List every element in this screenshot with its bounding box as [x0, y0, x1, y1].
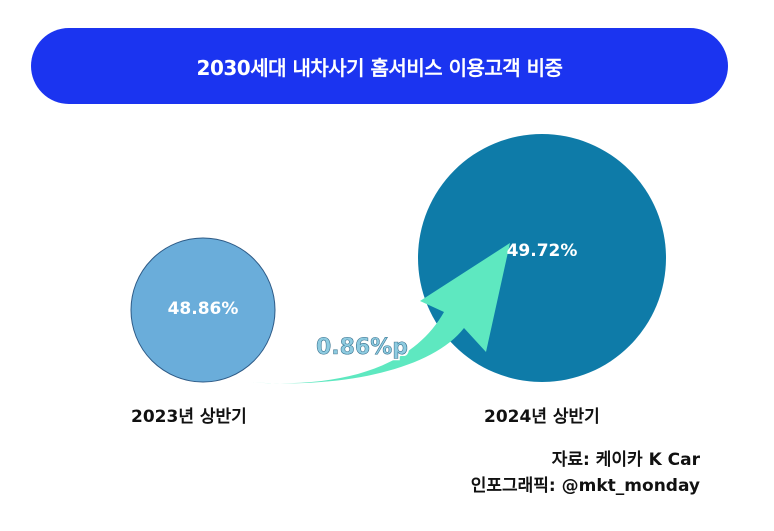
source-block: 자료: 케이카 K Car 인포그래픽: @mkt_monday: [471, 447, 700, 499]
value-label-2023: 48.86%: [168, 299, 239, 319]
increase-arrow: [225, 243, 510, 384]
chart-title: 2030세대 내차사기 홈서비스 이용고객 비중: [196, 55, 563, 80]
title-banner: 2030세대 내차사기 홈서비스 이용고객 비중: [31, 28, 728, 104]
credit-line: 인포그래픽: @mkt_monday: [470, 476, 700, 496]
category-label-2024: 2024년 상반기: [484, 407, 600, 427]
bubble-2023: [130, 237, 276, 383]
value-label-2024: 49.72%: [507, 241, 578, 261]
change-label: 0.86%p: [316, 335, 408, 360]
source-line: 자료: 케이카 K Car: [551, 450, 700, 470]
category-label-2023: 2023년 상반기: [131, 407, 247, 427]
